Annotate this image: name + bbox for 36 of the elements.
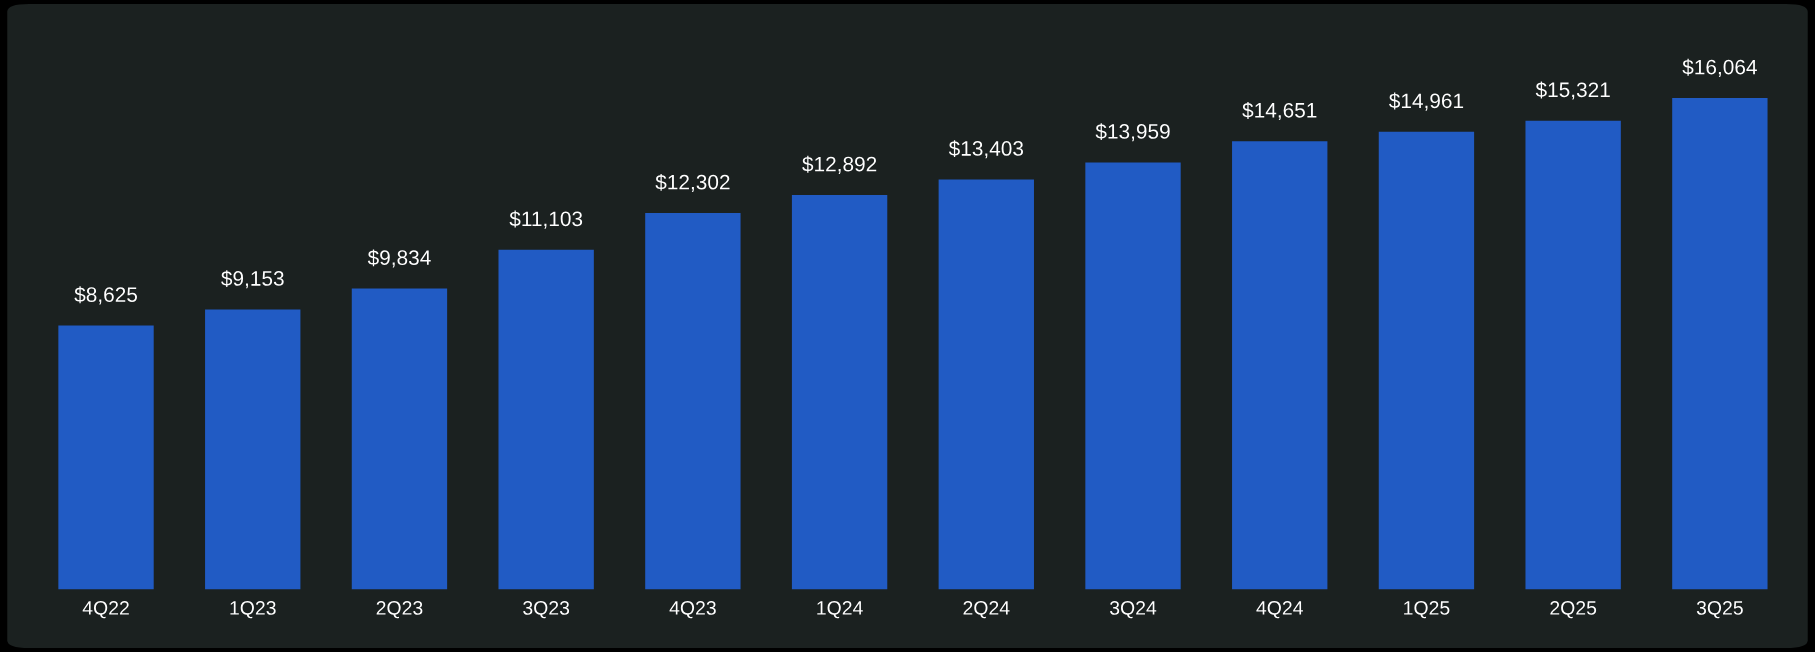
bar bbox=[498, 249, 594, 590]
bar bbox=[645, 213, 741, 590]
x-tick-label: 2Q24 bbox=[963, 601, 1010, 619]
data-label: $9,834 bbox=[367, 249, 431, 268]
x-tick-label: 4Q24 bbox=[1256, 601, 1303, 619]
data-label: $14,651 bbox=[1242, 102, 1317, 121]
x-tick-label: 2Q25 bbox=[1550, 601, 1597, 619]
data-label: $13,959 bbox=[1095, 123, 1170, 142]
x-tick-label: 3Q24 bbox=[1109, 601, 1157, 619]
bar bbox=[1672, 97, 1768, 590]
bar bbox=[205, 309, 301, 590]
bar bbox=[1378, 131, 1475, 590]
bar bbox=[1085, 162, 1181, 590]
data-label: $12,892 bbox=[802, 155, 877, 174]
data-label: $12,302 bbox=[655, 173, 730, 192]
data-label: $11,103 bbox=[509, 210, 583, 229]
x-tick-label: 4Q23 bbox=[669, 601, 716, 619]
data-label: $8,625 bbox=[74, 286, 138, 305]
bar bbox=[791, 195, 888, 590]
x-tick-label: 1Q25 bbox=[1404, 601, 1450, 619]
data-label: $13,403 bbox=[948, 140, 1024, 159]
x-tick-label: 4Q22 bbox=[82, 601, 129, 619]
x-tick-label: 3Q25 bbox=[1696, 601, 1743, 619]
data-label: $14,961 bbox=[1389, 92, 1464, 111]
bar bbox=[58, 325, 154, 590]
data-label: $9,153 bbox=[221, 270, 284, 289]
x-tick-label: 2Q23 bbox=[376, 601, 423, 619]
data-label: $16,064 bbox=[1682, 58, 1757, 77]
bar bbox=[351, 288, 448, 590]
bar bbox=[1232, 141, 1328, 590]
x-tick-label: 3Q23 bbox=[523, 601, 570, 619]
bar bbox=[938, 179, 1034, 590]
x-tick-label: 1Q24 bbox=[817, 601, 863, 619]
x-tick-label: 1Q23 bbox=[230, 601, 276, 619]
data-label: $15,321 bbox=[1535, 81, 1610, 100]
bar bbox=[1525, 120, 1621, 590]
